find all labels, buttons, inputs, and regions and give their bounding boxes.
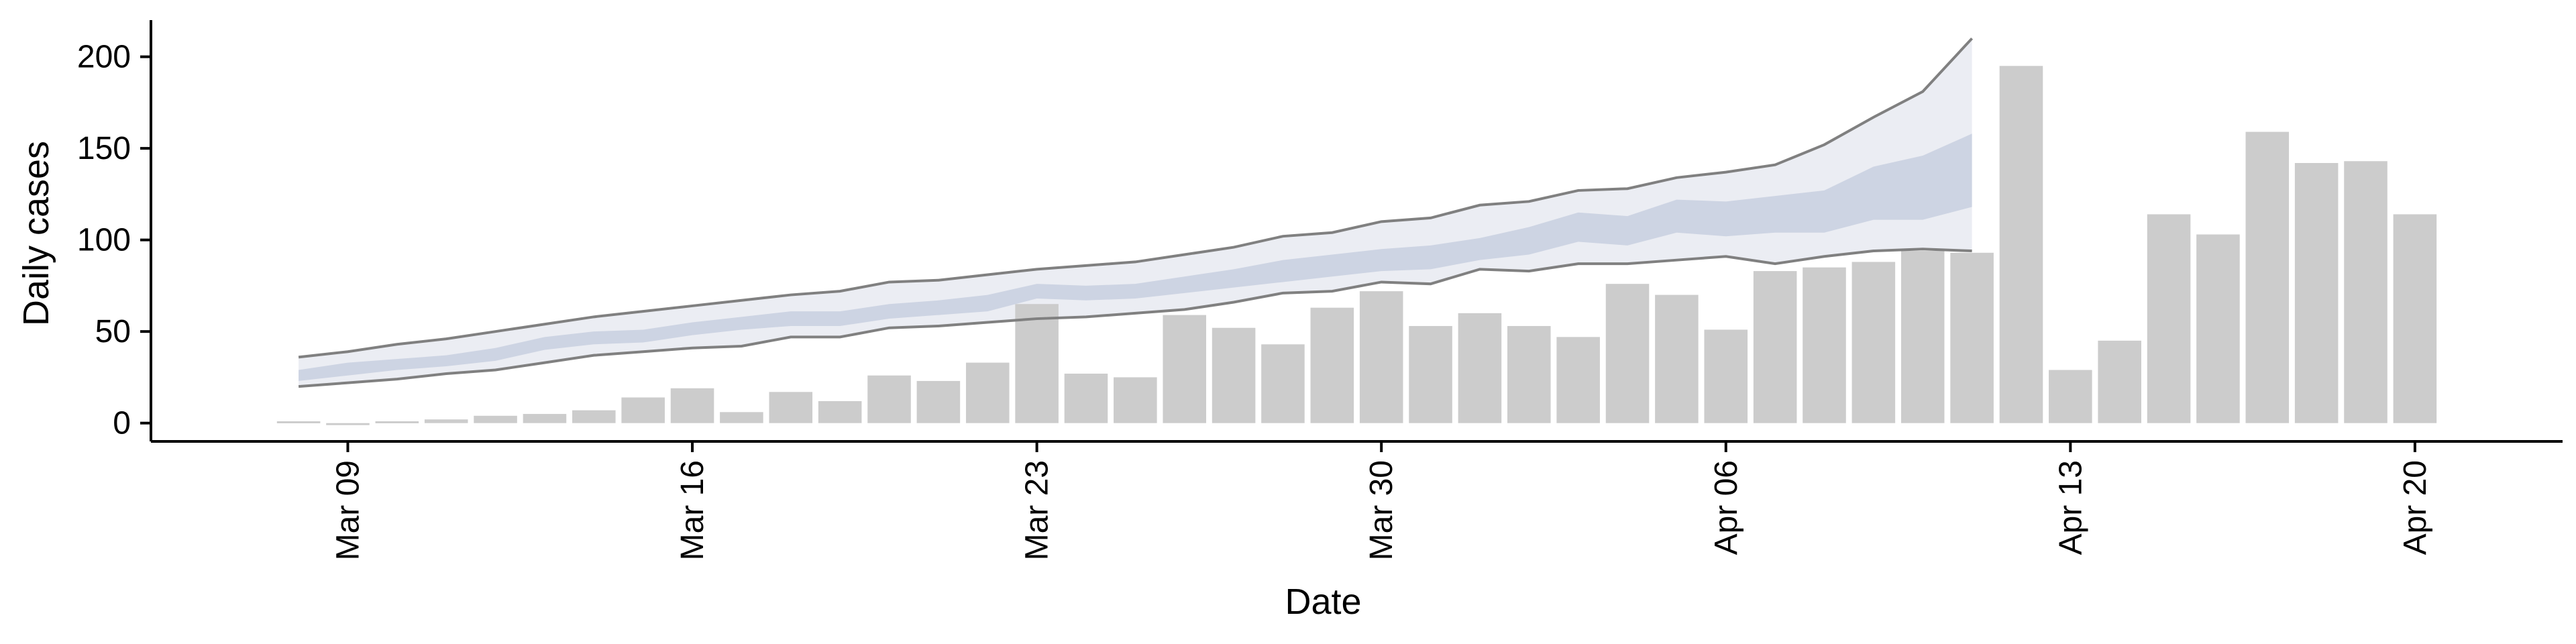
daily-case-bar <box>1458 313 1502 423</box>
daily-case-bar <box>474 415 517 423</box>
daily-case-bar <box>1999 66 2043 423</box>
y-tick-label: 0 <box>113 406 131 441</box>
daily-case-bar <box>1064 373 1108 423</box>
outer-credible-band <box>299 38 1972 387</box>
daily-case-bar <box>276 421 321 423</box>
x-tick-label: Apr 13 <box>2053 460 2088 555</box>
daily-case-bar <box>2294 162 2339 423</box>
x-tick-label: Mar 16 <box>675 460 710 560</box>
bars-group <box>276 66 2437 425</box>
daily-case-bar <box>1803 267 1846 423</box>
y-tick-label: 200 <box>77 40 131 75</box>
x-tick-label: Mar 30 <box>1364 460 1399 560</box>
x-axis-ticks: Mar 09 Mar 16 Mar 23 Mar 30 Apr 06 Apr 13 Apr … <box>330 441 2433 560</box>
inner-credible-band <box>299 133 1972 381</box>
daily-case-bar <box>1163 315 1206 423</box>
daily-case-bar <box>424 419 468 423</box>
daily-case-bar <box>1655 294 1699 423</box>
x-axis-title: Date <box>1285 582 1361 622</box>
y-tick-label: 50 <box>95 314 131 350</box>
daily-case-bar <box>1261 344 1305 423</box>
daily-case-bar <box>1409 325 1452 423</box>
daily-case-bar <box>1212 327 1256 423</box>
daily-case-bar <box>1704 329 1748 423</box>
daily-case-bar <box>818 400 862 423</box>
daily-case-bar <box>375 421 419 423</box>
daily-case-bar <box>1359 291 1403 423</box>
daily-case-bar <box>1556 337 1600 423</box>
daily-case-bar <box>1900 251 1945 423</box>
x-tick-label: Mar 09 <box>330 460 366 560</box>
daily-case-bar <box>769 392 813 423</box>
outer-lower-line <box>298 248 1972 388</box>
daily-case-bar <box>1114 377 1157 423</box>
daily-case-bar <box>1605 284 1650 423</box>
daily-case-bar <box>2098 340 2141 423</box>
x-tick-label: Mar 23 <box>1020 460 1055 560</box>
daily-case-bar <box>523 414 567 423</box>
y-tick-label: 150 <box>77 131 131 166</box>
daily-case-bar <box>720 412 763 423</box>
daily-case-bar <box>572 410 616 423</box>
daily-case-bar <box>2147 214 2191 423</box>
daily-case-bar <box>916 380 961 423</box>
daily-case-bar <box>1015 304 1059 423</box>
x-tick-label: Apr 20 <box>2398 460 2433 555</box>
daily-case-bar <box>326 423 370 425</box>
daily-case-bar <box>867 375 911 423</box>
daily-case-bar <box>2196 234 2240 423</box>
y-axis-title: Daily cases <box>16 141 56 326</box>
daily-case-bar <box>1310 307 1354 423</box>
daily-case-bar <box>670 388 714 423</box>
daily-case-bar <box>2393 214 2437 423</box>
outer-upper-line <box>298 37 1974 359</box>
daily-case-bar <box>1950 252 1994 423</box>
daily-case-bar <box>965 362 1010 423</box>
daily-case-bar <box>1753 271 1797 423</box>
daily-case-bar <box>1507 325 1551 423</box>
daily-case-bar <box>2245 131 2290 423</box>
daily-case-bar <box>1851 262 1896 423</box>
daily-case-bar <box>621 397 665 423</box>
plot-area <box>276 37 2437 425</box>
x-tick-label: Apr 06 <box>1709 460 1744 555</box>
y-axis-ticks: 0 50 100 150 200 <box>77 40 151 441</box>
y-tick-label: 100 <box>77 223 131 258</box>
daily-case-bar <box>2049 370 2092 423</box>
daily-case-bar <box>2344 161 2387 423</box>
